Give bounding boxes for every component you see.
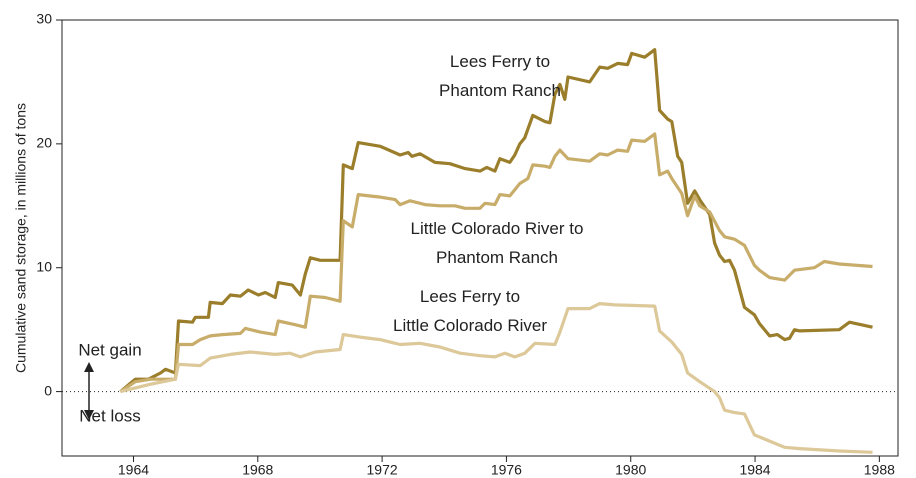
y-tick-label: 30 xyxy=(36,11,52,27)
y-axis-label: Cumulative sand storage, in millions of … xyxy=(13,103,29,373)
x-tick-label: 1964 xyxy=(118,462,149,478)
x-tick-label: 1972 xyxy=(367,462,398,478)
x-tick-label: 1976 xyxy=(491,462,522,478)
series-label: Lees Ferry to Phantom Ranch xyxy=(439,52,561,100)
series-line xyxy=(119,48,873,393)
y-tick-label: 20 xyxy=(36,135,52,151)
series-label: Lees Ferry to Little Colorado River xyxy=(393,287,547,335)
annotation: Net loss xyxy=(79,406,140,425)
series-line xyxy=(120,302,873,454)
series-line xyxy=(119,132,873,393)
x-tick-label: 1988 xyxy=(864,462,895,478)
x-tick-label: 1968 xyxy=(242,462,273,478)
annotation: Net gain xyxy=(78,340,141,359)
x-tick-label: 1984 xyxy=(739,462,770,478)
series-label: Little Colorado River to Phantom Ranch xyxy=(411,219,584,267)
y-tick-label: 10 xyxy=(36,258,52,274)
x-tick-label: 1980 xyxy=(615,462,646,478)
plot-frame xyxy=(61,19,899,457)
y-tick-label: 0 xyxy=(44,382,52,398)
